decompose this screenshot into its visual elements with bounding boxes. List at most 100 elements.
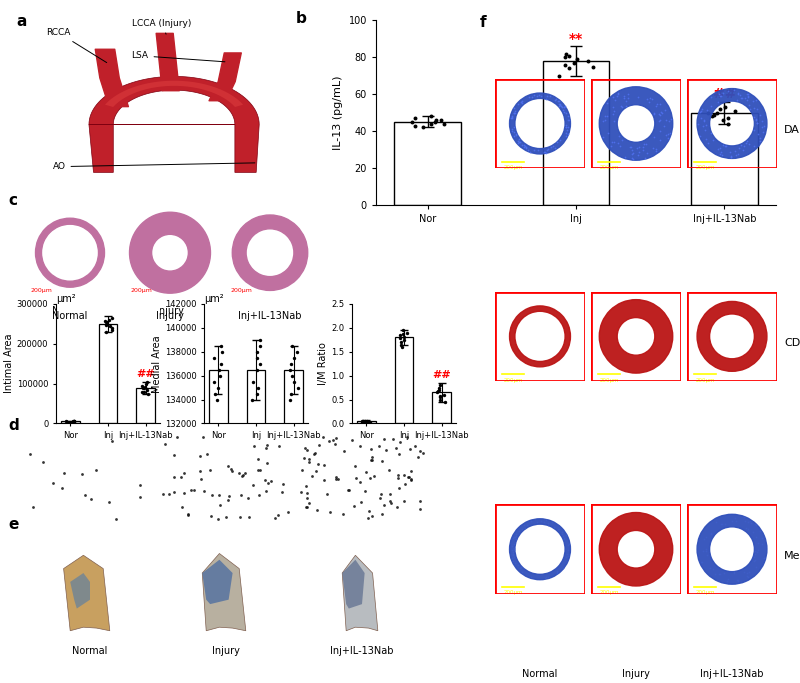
Point — [559, 552, 572, 563]
Point — [174, 471, 187, 482]
Point — [55, 482, 68, 493]
Point — [718, 568, 730, 579]
Point — [742, 523, 754, 534]
Point — [562, 115, 574, 126]
Point — [728, 105, 741, 116]
Point — [658, 104, 671, 115]
Point — [538, 573, 551, 584]
Point — [208, 388, 221, 399]
Point — [362, 505, 375, 516]
Point — [354, 477, 366, 488]
Point — [178, 487, 190, 498]
Point — [60, 416, 73, 427]
Point — [644, 93, 657, 104]
Point — [663, 127, 676, 138]
Point — [365, 443, 378, 454]
Text: Injury: Injury — [156, 311, 184, 321]
Point — [559, 122, 572, 133]
Point — [348, 501, 361, 512]
Point — [654, 126, 666, 137]
Point — [285, 359, 298, 370]
Point — [553, 96, 566, 107]
Point — [616, 135, 629, 146]
Point — [717, 115, 730, 126]
Point — [641, 148, 654, 158]
Point — [302, 498, 315, 509]
Polygon shape — [202, 560, 233, 604]
Point — [697, 546, 710, 557]
Text: 200μm: 200μm — [131, 288, 153, 293]
Text: 200μm: 200μm — [599, 378, 619, 382]
Point — [562, 539, 575, 550]
Point — [238, 468, 251, 479]
Text: μm²: μm² — [56, 294, 76, 304]
Point — [633, 141, 646, 152]
Y-axis label: I/M Ratio: I/M Ratio — [318, 342, 329, 385]
Point — [197, 432, 210, 443]
Point — [514, 563, 526, 574]
Point — [647, 109, 660, 120]
Point — [394, 436, 406, 447]
Point — [362, 417, 375, 428]
Point — [742, 572, 754, 583]
Point — [507, 556, 520, 567]
Point — [36, 456, 49, 467]
Point — [647, 107, 660, 118]
Text: Injury: Injury — [212, 646, 240, 656]
Point — [518, 141, 531, 152]
Point — [513, 137, 526, 148]
Point — [546, 140, 559, 151]
Point — [194, 465, 206, 476]
Point — [101, 316, 114, 327]
Point — [365, 454, 378, 465]
Point — [638, 138, 650, 149]
Point — [409, 120, 422, 131]
Point — [695, 556, 708, 567]
Point — [376, 456, 389, 467]
Point — [85, 493, 98, 504]
Point — [508, 107, 521, 118]
Point — [718, 518, 731, 529]
Point — [618, 90, 630, 101]
Point — [243, 512, 256, 522]
Text: Merge: Merge — [784, 551, 800, 561]
Point — [182, 508, 194, 519]
Point — [550, 568, 563, 579]
Point — [757, 126, 770, 137]
Point — [510, 533, 522, 544]
Point — [738, 515, 751, 526]
Point — [310, 504, 323, 515]
Point — [732, 574, 745, 585]
Point — [607, 106, 620, 117]
Point — [750, 117, 763, 128]
Point — [134, 491, 146, 502]
Point — [754, 135, 766, 146]
Point — [362, 417, 375, 428]
Y-axis label: Medial Area: Medial Area — [152, 335, 162, 393]
Point — [696, 104, 709, 115]
Point — [556, 563, 569, 574]
Point — [743, 100, 756, 111]
Point — [323, 506, 336, 517]
Point — [506, 545, 518, 556]
Point — [350, 473, 362, 484]
Point — [294, 486, 307, 497]
Point — [713, 88, 726, 99]
Point — [662, 115, 675, 126]
Point — [619, 96, 632, 107]
Point — [516, 140, 529, 151]
Point — [716, 87, 729, 98]
Point — [542, 571, 554, 582]
Text: RCCA: RCCA — [46, 28, 106, 63]
Point — [750, 519, 762, 530]
Point — [704, 527, 717, 538]
Point — [508, 130, 521, 141]
Point — [646, 94, 658, 104]
Text: Normal: Normal — [72, 646, 108, 656]
Point — [716, 518, 729, 529]
Point — [752, 544, 765, 555]
Point — [710, 107, 723, 118]
Point — [714, 143, 726, 154]
Point — [606, 92, 619, 102]
Point — [560, 107, 573, 118]
